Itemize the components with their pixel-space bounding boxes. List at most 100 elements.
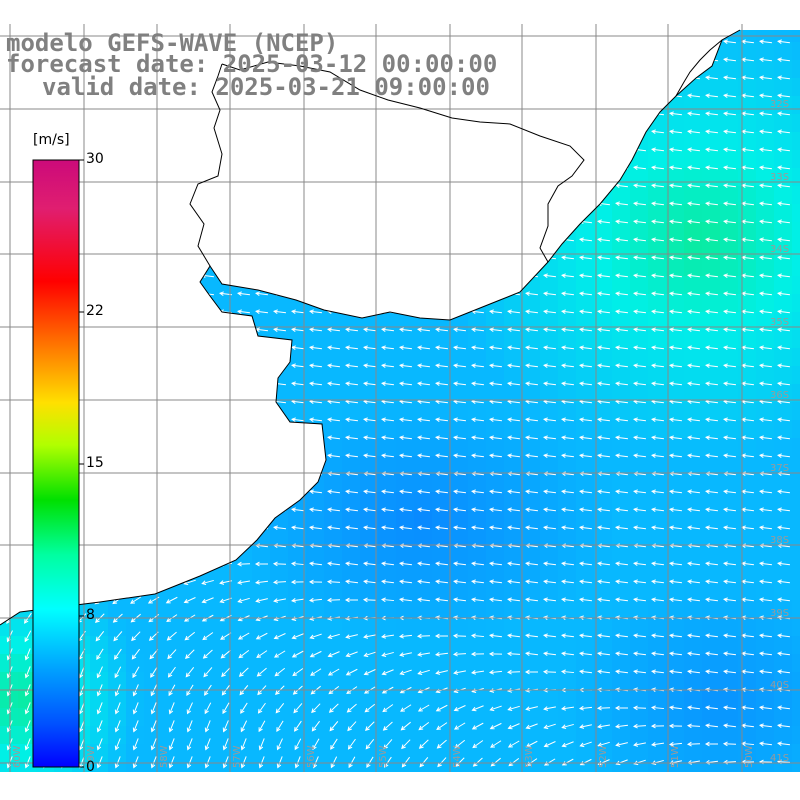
wind-speed-cell xyxy=(504,456,523,475)
wind-arrow xyxy=(687,93,701,98)
wind-speed-cell xyxy=(522,726,541,745)
lat-label: 41S xyxy=(770,753,789,764)
wind-speed-cell xyxy=(342,438,361,457)
wind-speed-cell xyxy=(540,438,559,457)
wind-arrow xyxy=(471,183,485,188)
wind-speed-cell xyxy=(234,456,253,475)
wind-speed-cell xyxy=(450,600,469,619)
wind-speed-cell xyxy=(198,744,217,763)
wind-speed-cell xyxy=(666,132,685,151)
wind-arrow xyxy=(471,111,485,116)
wind-speed-cell xyxy=(450,240,469,259)
wind-speed-cell xyxy=(270,474,289,493)
wind-speed-cell xyxy=(90,186,109,205)
wind-speed-cell xyxy=(540,600,559,619)
wind-arrow xyxy=(147,417,161,422)
wind-arrow xyxy=(705,669,719,674)
wind-speed-cell xyxy=(342,726,361,745)
wind-arrow xyxy=(435,219,449,224)
wind-arrow xyxy=(110,489,125,495)
wind-arrow xyxy=(597,741,610,748)
wind-arrow xyxy=(400,704,412,712)
wind-arrow xyxy=(452,651,467,657)
wind-arrow xyxy=(165,255,179,260)
wind-speed-cell xyxy=(720,222,739,241)
wind-speed-cell xyxy=(162,492,181,511)
wind-speed-cell xyxy=(180,510,199,529)
wind-speed-cell xyxy=(720,150,739,169)
wind-arrow xyxy=(201,471,215,476)
wind-arrow xyxy=(417,219,431,224)
wind-speed-cell xyxy=(540,654,559,673)
wind-speed-cell xyxy=(774,492,793,511)
wind-arrow xyxy=(111,273,125,278)
wind-speed-cell xyxy=(540,96,559,115)
wind-arrow xyxy=(615,39,629,44)
wind-arrow xyxy=(21,183,35,188)
wind-speed-cell xyxy=(576,474,595,493)
wind-speed-cell xyxy=(432,330,451,349)
wind-arrow xyxy=(328,703,339,713)
wind-speed-cell xyxy=(774,150,793,169)
wind-speed-cell xyxy=(666,672,685,691)
wind-speed-cell xyxy=(324,690,343,709)
wind-speed-cell xyxy=(576,348,595,367)
wind-speed-cell xyxy=(774,528,793,547)
wind-arrow xyxy=(236,561,251,567)
wind-speed-cell xyxy=(666,276,685,295)
wind-speed-cell xyxy=(558,582,577,601)
wind-arrow xyxy=(777,201,791,206)
wind-arrow xyxy=(222,738,229,751)
wind-arrow xyxy=(489,579,503,584)
wind-arrow xyxy=(39,147,53,152)
wind-speed-cell xyxy=(540,690,559,709)
wind-speed-cell xyxy=(684,240,703,259)
wind-arrow xyxy=(201,327,215,332)
wind-speed-cell xyxy=(234,690,253,709)
wind-arrow xyxy=(21,417,35,422)
wind-speed-cell xyxy=(162,420,181,439)
wind-speed-cell xyxy=(216,258,235,277)
wind-speed-cell xyxy=(396,348,415,367)
wind-arrow xyxy=(525,453,539,458)
wind-speed-cell xyxy=(324,186,343,205)
wind-speed-cell xyxy=(432,384,451,403)
wind-arrow xyxy=(435,453,449,458)
wind-arrow xyxy=(561,453,575,458)
wind-arrow xyxy=(579,201,593,206)
wind-arrow xyxy=(21,327,35,332)
wind-arrow xyxy=(93,291,107,296)
lat-label: 32S xyxy=(770,99,789,110)
wind-speed-cell xyxy=(216,294,235,313)
wind-arrow xyxy=(381,165,395,170)
wind-speed-cell xyxy=(108,330,127,349)
wind-speed-cell xyxy=(144,312,163,331)
wind-speed-cell xyxy=(540,636,559,655)
wind-speed-cell xyxy=(468,132,487,151)
wind-arrow xyxy=(147,489,161,494)
wind-arrow xyxy=(759,507,773,512)
wind-speed-cell xyxy=(180,654,199,673)
wind-speed-cell xyxy=(702,258,721,277)
wind-speed-cell xyxy=(576,78,595,97)
wind-speed-cell xyxy=(0,492,19,511)
wind-arrow xyxy=(114,756,121,769)
wind-arrow xyxy=(777,273,791,278)
wind-speed-cell xyxy=(594,222,613,241)
wind-arrow xyxy=(759,111,773,116)
wind-speed-cell xyxy=(486,276,505,295)
wind-arrow xyxy=(258,756,265,769)
wind-arrow xyxy=(723,291,737,296)
wind-speed-cell xyxy=(792,186,800,205)
wind-arrow xyxy=(687,309,701,314)
wind-speed-cell xyxy=(432,564,451,583)
wind-speed-cell xyxy=(648,312,667,331)
wind-arrow xyxy=(363,453,377,458)
wind-speed-cell xyxy=(504,636,523,655)
wind-arrow xyxy=(93,183,107,188)
wind-speed-cell xyxy=(468,600,487,619)
wind-speed-cell xyxy=(630,60,649,79)
wind-arrow xyxy=(435,489,449,494)
wind-arrow xyxy=(579,111,593,116)
wind-arrow xyxy=(615,669,629,674)
